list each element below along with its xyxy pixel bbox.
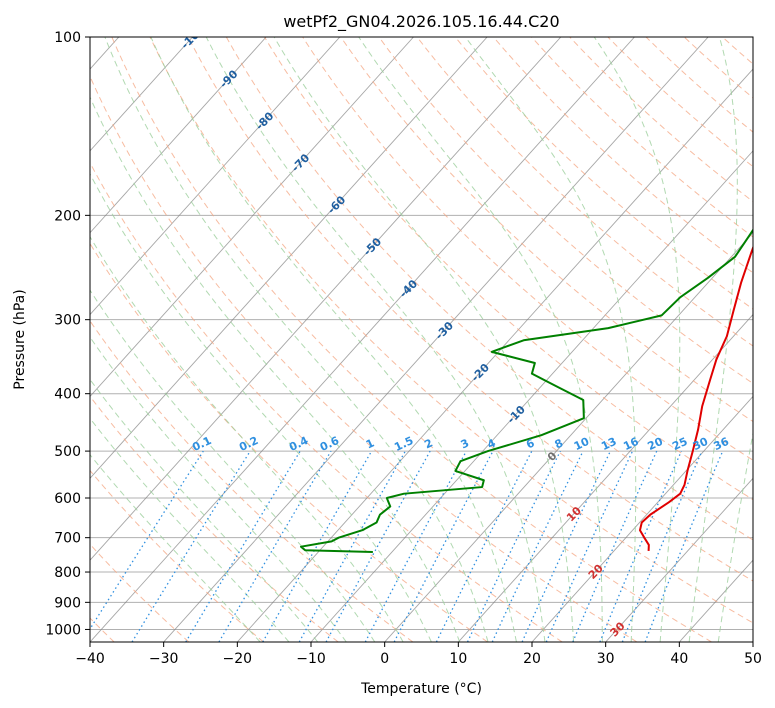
moist-adiabat-line — [90, 336, 347, 642]
y-tick-label: 1000 — [45, 622, 81, 638]
x-tick-label: 0 — [380, 651, 389, 667]
moist-adiabat-line — [205, 37, 546, 642]
y-axis: 100 200 300 400 500 600 700 800 900 1000 — [45, 30, 90, 638]
isotherm-layer — [90, 37, 753, 642]
y-tick-label: 800 — [54, 565, 81, 581]
mixing-ratio-line — [491, 450, 584, 642]
mixing-ratio-label: 13 — [599, 435, 618, 453]
x-tick-label: 20 — [523, 651, 541, 667]
isotherm-line — [90, 37, 267, 234]
dry-adiabat-line — [454, 37, 753, 310]
mixing-ratio-label: 16 — [621, 435, 641, 453]
isotherm-line — [752, 641, 753, 642]
x-axis-title: Temperature (°C) — [360, 681, 482, 697]
y-tick-label: 500 — [54, 444, 81, 460]
mixing-ratio-line — [90, 450, 204, 631]
moist-adiabat-line — [90, 172, 432, 642]
chart-title: wetPf2_GN04.2026.105.16.44.C20 — [283, 12, 559, 32]
x-tick-label: 40 — [670, 651, 688, 667]
dry-adiabat-line — [90, 469, 264, 642]
isotherm-line — [457, 313, 753, 642]
dry-adiabat-line — [111, 37, 712, 642]
isotherm-line — [531, 395, 753, 642]
adiabat-layer — [90, 37, 753, 642]
isotherm-line — [90, 37, 341, 316]
moist-adiabat-line — [150, 37, 517, 642]
isotherm-line — [90, 37, 193, 152]
mixing-ratio-label: 25 — [670, 435, 689, 453]
mixing-ratio-line — [218, 450, 332, 642]
isotherm-label: 40 — [629, 677, 649, 697]
mixing-ratio-line — [466, 450, 561, 642]
y-tick-label: 700 — [54, 531, 81, 547]
dry-adiabat-line — [90, 161, 563, 642]
moist-adiabat-line — [90, 289, 376, 642]
isotherm-line — [90, 37, 414, 398]
temperature-trace — [638, 244, 753, 551]
mixing-ratio-label: 30 — [691, 435, 711, 453]
y-tick-label: 100 — [54, 30, 81, 46]
isotherm-line — [384, 232, 753, 642]
mixing-ratio-line — [521, 450, 611, 642]
x-tick-label: 30 — [597, 651, 615, 667]
moist-adiabat-line — [90, 378, 319, 642]
mixing-ratio-line — [185, 450, 301, 642]
x-tick-label: −20 — [223, 651, 253, 667]
moist-adiabat-line — [90, 417, 290, 642]
moist-adiabat-line — [90, 235, 404, 642]
isotherm-line — [163, 37, 709, 642]
mixing-ratio-line — [131, 450, 251, 642]
moist-adiabat-line — [90, 453, 261, 642]
x-axis: −40 −30 −20 −10 0 10 20 30 40 50 — [75, 642, 762, 667]
moist-adiabat-line — [464, 37, 637, 642]
isotherm-line — [310, 150, 753, 642]
dry-adiabat-line — [149, 37, 753, 624]
grid-layer — [90, 37, 753, 630]
dewpoint-trace — [300, 228, 753, 553]
mixing-ratio-layer — [90, 450, 724, 642]
y-axis-title: Pressure (hPa) — [12, 289, 28, 389]
y-tick-label: 900 — [54, 595, 81, 611]
x-tick-label: −30 — [149, 651, 179, 667]
plot-background — [90, 37, 753, 642]
mixing-ratio-label: 20 — [646, 435, 666, 453]
moist-adiabat-line — [104, 37, 489, 642]
dry-adiabat-line — [416, 37, 753, 347]
moist-adiabat-line — [593, 37, 681, 642]
x-tick-label: 10 — [449, 651, 467, 667]
moist-adiabat-line — [358, 37, 603, 642]
series-layer — [300, 228, 753, 553]
mixing-ratio-line — [364, 450, 467, 642]
isotherm-line — [90, 37, 562, 561]
isotherm-line — [90, 37, 488, 479]
isotherm-line — [90, 37, 635, 642]
y-tick-label: 600 — [54, 491, 81, 507]
plot-frame — [89, 36, 754, 643]
moist-adiabat-line — [90, 95, 461, 642]
dry-adiabat-line — [90, 543, 190, 642]
x-tick-label: 50 — [744, 651, 762, 667]
mixing-ratio-label: 36 — [712, 435, 732, 453]
isotherm-line — [605, 477, 753, 642]
dry-adiabat-line — [90, 320, 414, 642]
dry-adiabat-line — [90, 395, 339, 642]
moist-adiabat-line — [273, 37, 575, 642]
moist-adiabat-line — [688, 37, 738, 642]
dry-adiabat-line — [90, 242, 488, 642]
y-tick-label: 200 — [54, 208, 81, 224]
y-tick-label: 300 — [54, 313, 81, 329]
moist-adiabat-line — [717, 430, 753, 642]
mixing-ratio-label: 10 — [572, 435, 592, 453]
x-tick-label: −40 — [75, 651, 105, 667]
x-tick-label: −10 — [296, 651, 326, 667]
y-tick-label: 400 — [54, 387, 81, 403]
